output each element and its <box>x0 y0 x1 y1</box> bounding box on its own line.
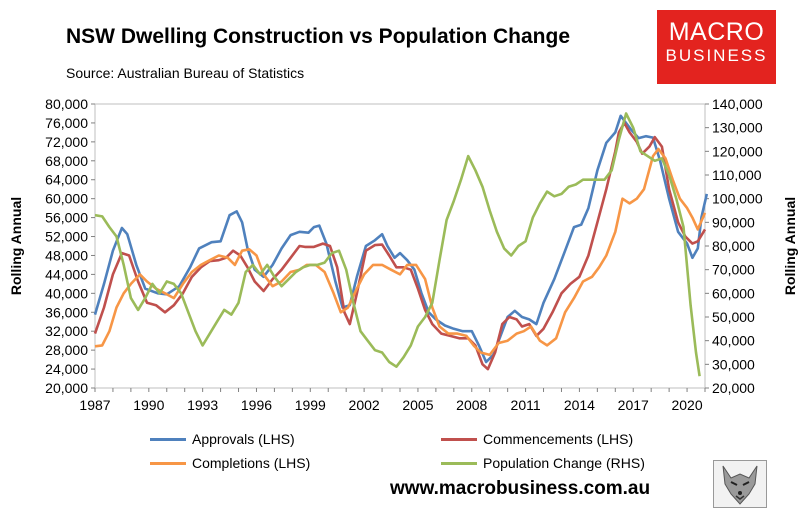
x-tick-label: 1999 <box>295 397 326 413</box>
y-right-tick-label: 20,000 <box>712 380 755 396</box>
legend-label-commencements: Commencements (LHS) <box>483 431 634 447</box>
y-left-tick-label: 20,000 <box>45 380 88 396</box>
y-right-tick-label: 90,000 <box>712 214 755 230</box>
x-tick-label: 2002 <box>349 397 380 413</box>
legend-swatch-population <box>441 461 477 465</box>
y-right-tick-label: 40,000 <box>712 333 755 349</box>
y-left-tick-label: 48,000 <box>45 247 88 263</box>
y-left-tick-label: 72,000 <box>45 134 88 150</box>
wolf-logo-icon <box>713 460 767 508</box>
legend-label-completions: Completions (LHS) <box>192 455 311 471</box>
x-tick-label: 2014 <box>564 397 595 413</box>
y-right-tick-label: 110,000 <box>712 167 762 183</box>
y-right-tick-label: 140,000 <box>712 96 763 112</box>
y-axis-right-label: Rolling Annual <box>782 197 798 295</box>
y-left-tick-label: 28,000 <box>45 342 88 358</box>
x-tick-label: 1993 <box>187 397 218 413</box>
macrobusiness-logo: MACRO BUSINESS <box>657 10 776 84</box>
y-right-tick-label: 30,000 <box>712 356 755 372</box>
chart-title: NSW Dwelling Construction vs Population … <box>66 25 571 48</box>
y-right-tick-label: 70,000 <box>712 262 755 278</box>
chart-subtitle: Source: Australian Bureau of Statistics <box>66 65 305 81</box>
y-left-tick-label: 56,000 <box>45 210 88 226</box>
y-left-tick-label: 44,000 <box>45 266 88 282</box>
x-tick-label: 1987 <box>79 397 110 413</box>
y-right-tick-label: 100,000 <box>712 191 763 207</box>
website-url: www.macrobusiness.com.au <box>390 478 651 499</box>
y-left-tick-label: 24,000 <box>45 361 88 377</box>
completions-line <box>94 147 707 357</box>
y-right-tick-label: 120,000 <box>712 143 763 159</box>
x-tick-label: 2008 <box>456 397 487 413</box>
y-left-tick-label: 80,000 <box>45 96 88 112</box>
x-tick-label: 2020 <box>671 397 702 413</box>
y-axis-left-label: Rolling Annual <box>8 197 24 295</box>
approvals-line <box>93 114 709 364</box>
population-change-line <box>94 112 701 377</box>
y-right-tick-label: 130,000 <box>712 120 763 136</box>
legend-item-commencements: Commencements (LHS) <box>441 431 633 447</box>
y-left-tick-label: 60,000 <box>45 191 88 207</box>
legend-item-completions: Completions (LHS) <box>150 455 310 471</box>
legend-item-population: Population Change (RHS) <box>441 455 645 471</box>
legend-item-approvals: Approvals (LHS) <box>150 431 295 447</box>
y-right-tick-label: 50,000 <box>712 309 755 325</box>
y-left-tick-label: 76,000 <box>45 115 88 131</box>
logo-line-business: BUSINESS <box>665 46 768 65</box>
legend-label-population: Population Change (RHS) <box>483 455 645 471</box>
x-tick-label: 2011 <box>511 397 541 413</box>
legend-swatch-commencements <box>441 437 477 441</box>
plot-area <box>94 103 706 389</box>
y-left-tick-label: 52,000 <box>45 229 88 245</box>
legend-swatch-completions <box>150 461 186 465</box>
x-tick-label: 2017 <box>618 397 649 413</box>
legend-label-approvals: Approvals (LHS) <box>192 431 295 447</box>
x-tick-label: 2005 <box>402 397 433 413</box>
legend-swatch-approvals <box>150 437 186 441</box>
y-left-tick-label: 40,000 <box>45 285 88 301</box>
y-left-tick-label: 32,000 <box>45 323 88 339</box>
y-left-tick-label: 64,000 <box>45 172 88 188</box>
y-left-tick-label: 68,000 <box>45 153 88 169</box>
y-right-tick-label: 60,000 <box>712 285 755 301</box>
y-right-tick-label: 80,000 <box>712 238 755 254</box>
y-left-tick-label: 36,000 <box>45 304 88 320</box>
commencements-line <box>93 121 707 371</box>
x-tick-label: 1996 <box>241 397 272 413</box>
x-tick-label: 1990 <box>133 397 164 413</box>
logo-line-macro: MACRO <box>668 18 765 46</box>
